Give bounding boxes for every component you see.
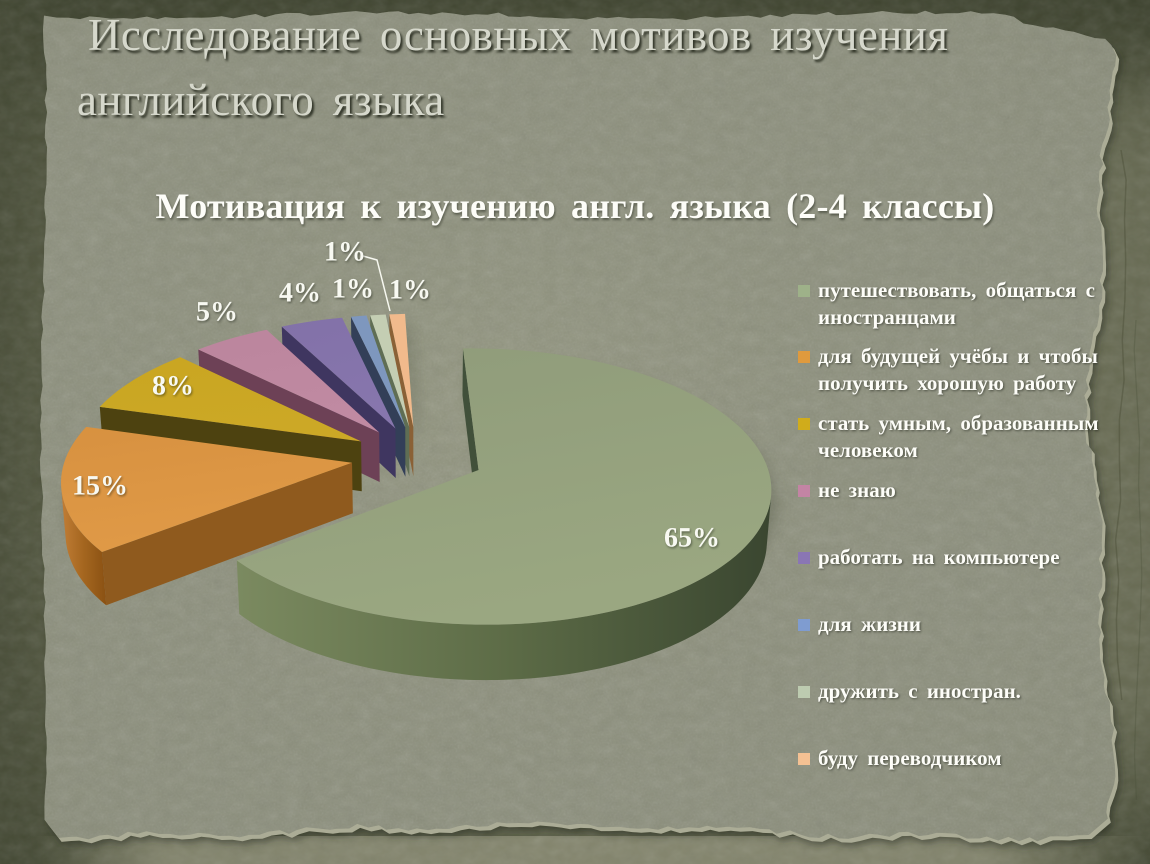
pct-label-0: 65% [664,523,720,554]
legend-item-6: дружить с иностран. [798,678,1110,705]
slide-title: Исследование основных мотивов изучения ан… [77,3,948,133]
legend-swatch-0 [798,284,810,297]
pct-leader-6 [362,255,391,312]
legend-swatch-4 [798,551,810,564]
pie-slice-1-cut-face [102,462,353,606]
legend-swatch-5 [798,618,810,631]
pie-slice-5-top-face [350,315,406,428]
chart-title: Мотивация к изучению англ. языка (2-4 кл… [155,186,995,226]
legend-swatch-2 [798,418,810,431]
legend-label-3: не знаю [818,478,896,503]
legend-item-1: для будущей учёбы и чтобы получить хорош… [798,343,1110,397]
pct-label-2: 8% [152,371,194,402]
pie-slice-7-top-face [389,313,414,427]
torn-crack-1 [1114,149,1127,701]
pie-slice-6-top-face [370,314,410,428]
torn-crack-2 [1133,319,1143,801]
pie-slice-0 [236,348,772,681]
legend-label-1: для будущей учёбы и чтобы получить хорош… [818,344,1098,396]
legend-swatch-3 [798,485,810,498]
pie-slice-1-side-wall [61,488,107,606]
pct-label-7: 1% [389,275,431,306]
slide-title-line2: английского языка [77,75,445,125]
legend-label-4: работать на компьютере [818,544,1060,569]
pct-label-6: 1% [324,237,366,268]
legend-label-5: для жизни [818,611,921,636]
legend-item-0: путешествовать, общаться с иностранцами [798,277,1110,331]
legend-item-5: для жизни [798,611,1110,638]
legend-label-7: буду переводчиком [818,745,1002,770]
pct-label-5: 1% [332,274,374,305]
legend-swatch-1 [798,351,810,364]
pie-slice-2-top-face [99,357,362,442]
legend-swatch-6 [798,685,810,698]
pie-slice-3-top-face [198,329,380,433]
legend-label-6: дружить с иностран. [818,678,1021,703]
slide-title-line1: Исследование основных мотивов изучения [88,10,949,60]
legend-swatch-7 [798,752,810,765]
pct-label-4: 4% [279,278,321,309]
legend-label-2: стать умным, образованным человеком [818,411,1099,463]
pct-label-3: 5% [196,297,238,328]
legend-item-4: работать на компьютере [798,544,1110,571]
pct-labels: 65%15%8%5%4% 1%1%1% [72,237,720,554]
pct-label-1: 15% [72,471,128,502]
legend-item-2: стать умным, образованным человеком [798,410,1110,464]
legend-item-3: не знаю [798,477,1110,504]
pie-slice-0-side-wall [236,496,772,681]
pie-slice-4-top-face [281,317,396,429]
pie-slice-0-top-face [236,348,772,625]
legend-label-0: путешествовать, общаться с иностранцами [818,277,1095,329]
legend-item-7: буду переводчиком [798,745,1110,772]
pie-slice-1 [61,426,353,606]
pie-slice-1-top-face [61,426,353,553]
